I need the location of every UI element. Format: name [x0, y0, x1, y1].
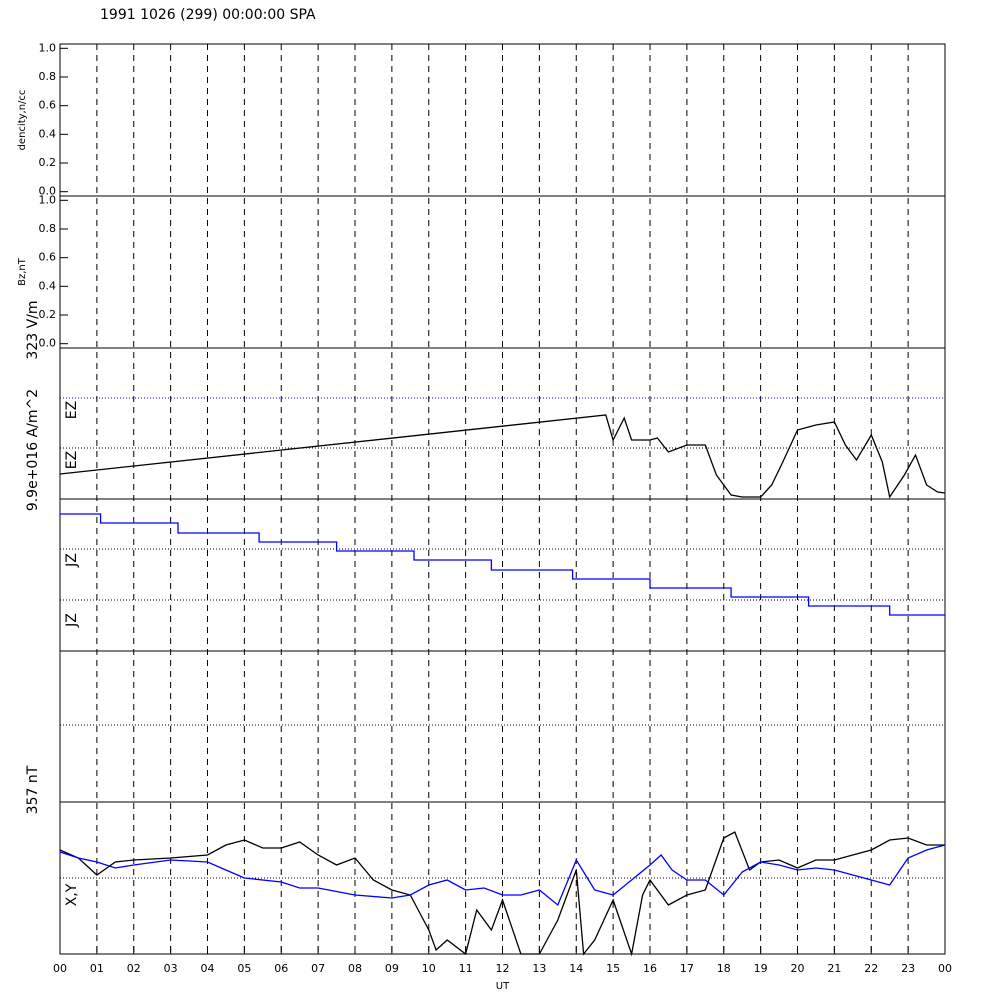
x-tick-label: 01 — [90, 962, 104, 975]
data-line — [59, 844, 946, 907]
y-tick-label: 0.4 — [39, 279, 57, 292]
x-tick-label: 14 — [569, 962, 583, 975]
x-tick-label: 00 — [938, 962, 952, 975]
x-tick-label: 21 — [827, 962, 841, 975]
x-tick-label: 05 — [237, 962, 251, 975]
data-line — [59, 831, 945, 957]
scale-label: 9.9e+016 A/m^2 — [25, 389, 41, 511]
x-tick-label: 08 — [348, 962, 362, 975]
y-tick-label: 0.8 — [39, 222, 57, 235]
x-tick-label: 17 — [680, 962, 694, 975]
x-tick-label: 04 — [201, 962, 215, 975]
x-tick-label: 06 — [274, 962, 288, 975]
x-tick-label: 15 — [606, 962, 620, 975]
scale-label: 323 V/m — [25, 300, 41, 359]
y-tick-label: 0.4 — [39, 127, 57, 140]
y-tick-label: 0.6 — [39, 251, 57, 264]
x-tick-label: 00 — [53, 962, 67, 975]
y-tick-label: 1.0 — [39, 41, 57, 54]
x-tick-label: 20 — [791, 962, 805, 975]
panel-label: JZ — [64, 553, 80, 568]
x-tick-label: 22 — [864, 962, 878, 975]
x-tick-label: 12 — [496, 962, 510, 975]
panel-label: JZ — [64, 613, 80, 628]
y-axis-label: dencity,n/cc — [17, 90, 28, 151]
scale-label: 357 nT — [25, 765, 41, 814]
panel-label: EZ — [64, 451, 80, 469]
y-tick-label: 1.0 — [39, 193, 57, 206]
y-axis-label: Bz,nT — [17, 257, 28, 286]
x-tick-label: 09 — [385, 962, 399, 975]
y-tick-label: 0.8 — [39, 70, 57, 83]
x-tick-label: 07 — [311, 962, 325, 975]
chart-title: 1991 1026 (299) 00:00:00 SPA — [100, 7, 316, 23]
panel-label: X,Y — [64, 883, 80, 906]
x-tick-label: 18 — [717, 962, 731, 975]
y-tick-label: 0.2 — [39, 156, 57, 169]
x-tick-label: 10 — [422, 962, 436, 975]
panel-label: EZ — [64, 401, 80, 419]
x-tick-label: 23 — [901, 962, 915, 975]
x-tick-label: 13 — [532, 962, 546, 975]
data-line — [60, 513, 945, 616]
y-tick-label: 0.6 — [39, 99, 57, 112]
y-tick-label: 0.0 — [39, 337, 57, 350]
x-tick-label: 03 — [164, 962, 178, 975]
y-tick-label: 0.2 — [39, 308, 57, 321]
x-tick-label: 11 — [459, 962, 473, 975]
x-axis-label: UT — [496, 981, 510, 992]
x-tick-label: 02 — [127, 962, 141, 975]
x-tick-label: 16 — [643, 962, 657, 975]
y-tick-label: 0.0 — [39, 185, 57, 198]
data-line — [59, 414, 946, 499]
x-tick-label: 19 — [754, 962, 768, 975]
